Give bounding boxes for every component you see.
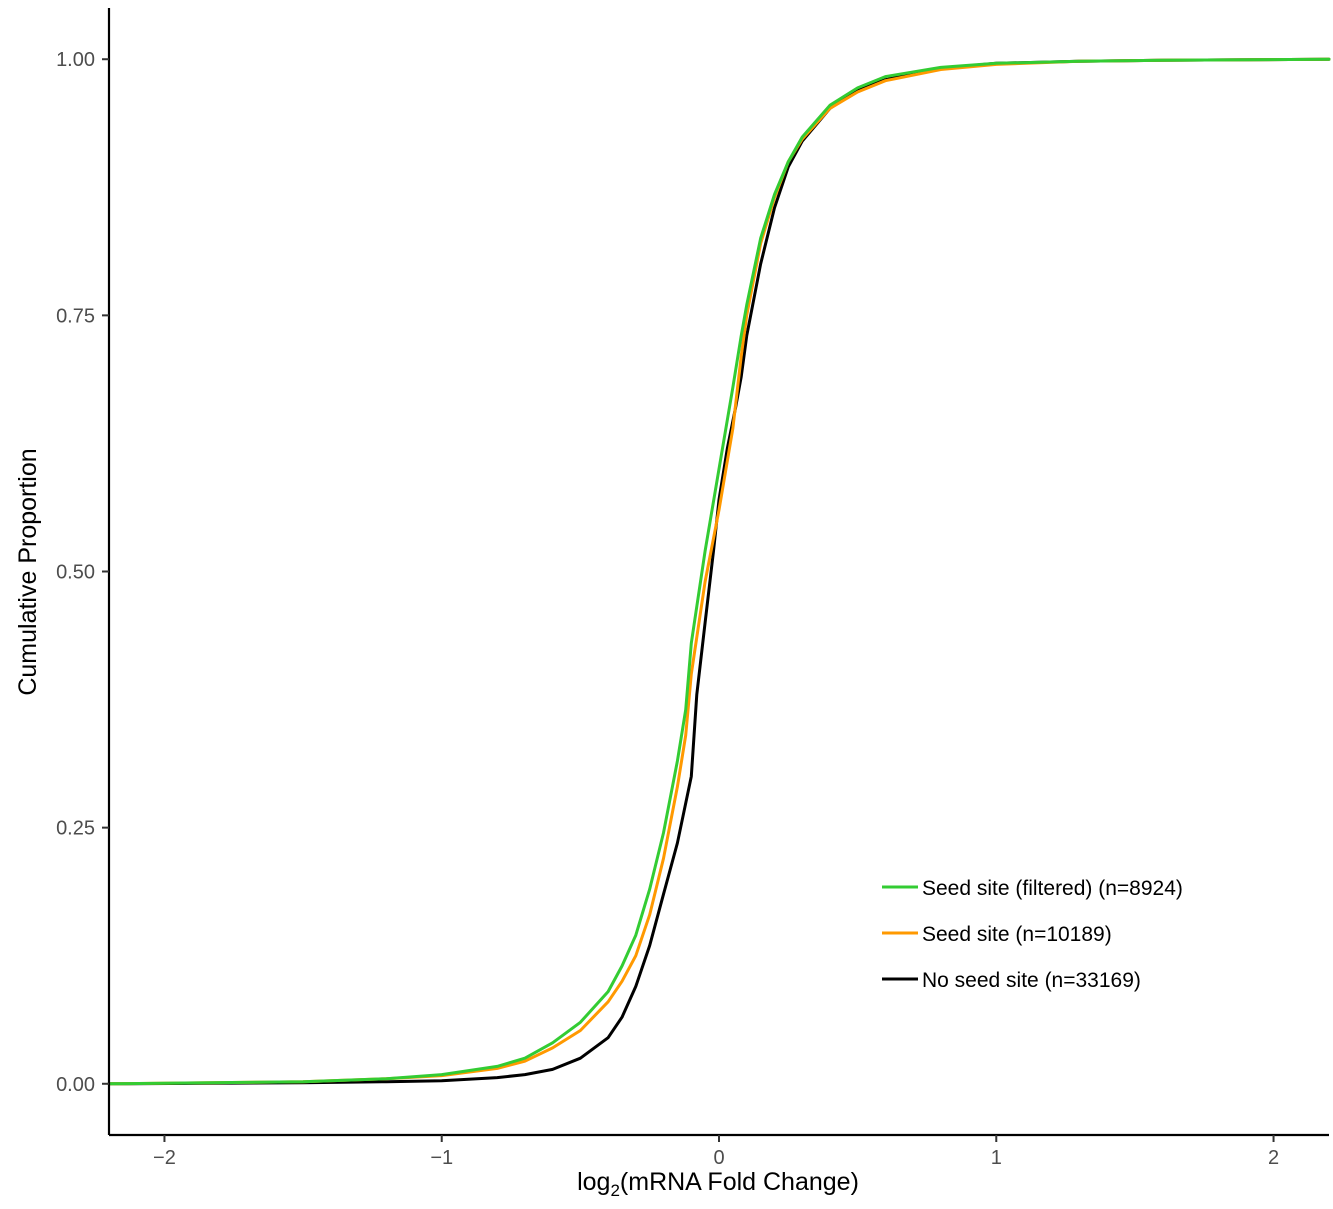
x-axis-ticks: −2 −1 0 1 2 <box>153 1135 1279 1169</box>
x-axis-title-suffix: (mRNA Fold Change) <box>620 1168 859 1196</box>
x-tick-label: 0 <box>713 1147 724 1169</box>
y-tick-label: 0.50 <box>56 562 95 584</box>
series-line-0 <box>107 57 1331 1086</box>
y-axis-title: Cumulative Proportion <box>14 448 42 695</box>
legend-label-1: Seed site (n=10189) <box>922 923 1112 946</box>
x-axis-title-prefix: log <box>577 1168 610 1196</box>
y-tick-label: 0.25 <box>56 818 95 840</box>
x-tick-label: 2 <box>1268 1147 1279 1169</box>
legend-label-0: No seed site (n=33169) <box>922 969 1141 992</box>
series-layer <box>107 57 1331 1086</box>
x-axis-title-subscript: 2 <box>610 1181 619 1200</box>
x-tick-label: −1 <box>430 1147 453 1169</box>
x-tick-label: 1 <box>991 1147 1002 1169</box>
series-line-2 <box>107 57 1331 1086</box>
y-tick-label: 0.00 <box>56 1074 95 1096</box>
x-tick-label: −2 <box>153 1147 176 1169</box>
legend: Seed site (filtered) (n=8924) Seed site (… <box>882 877 1183 992</box>
y-tick-label: 1.00 <box>56 49 95 71</box>
legend-label-2: Seed site (filtered) (n=8924) <box>922 877 1183 900</box>
x-axis-title: log2(mRNA Fold Change) <box>577 1168 859 1200</box>
series-line-1 <box>107 57 1331 1086</box>
y-axis-ticks: 0.00 0.25 0.50 0.75 1.00 <box>56 49 109 1096</box>
y-tick-label: 0.75 <box>56 305 95 327</box>
